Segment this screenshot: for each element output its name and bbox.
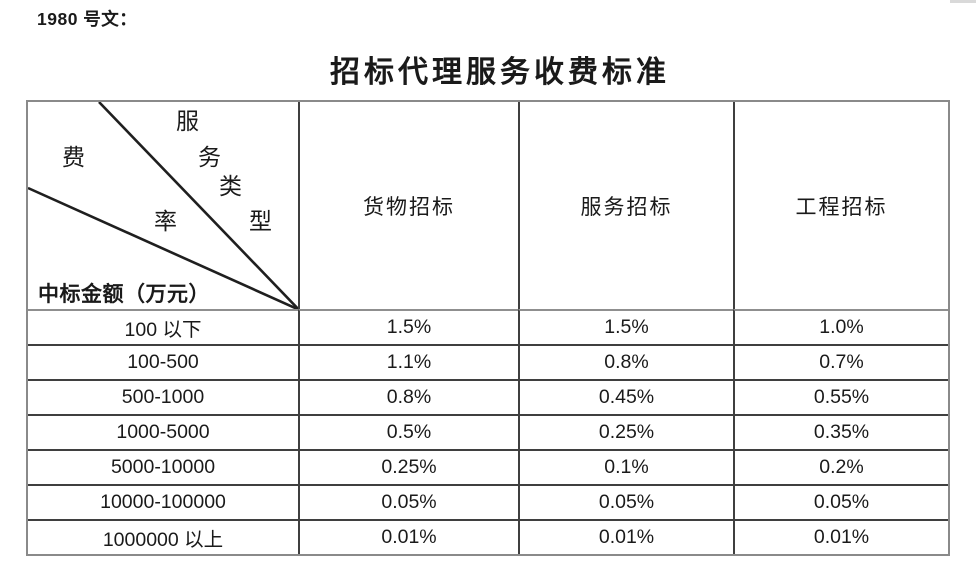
fee-value: 0.8%	[518, 344, 733, 379]
column-header-engineering: 工程招标	[733, 102, 948, 309]
diagonal-divider-lines	[28, 102, 298, 309]
column-header-service: 服务招标	[518, 102, 733, 309]
corner-service-type-char: 服	[176, 109, 199, 134]
fee-value: 0.35%	[733, 414, 948, 449]
fee-value: 1.5%	[518, 309, 733, 344]
fee-value: 0.2%	[733, 449, 948, 484]
fee-value: 0.01%	[518, 519, 733, 554]
fee-value: 0.05%	[733, 484, 948, 519]
corner-service-type-char: 务	[198, 145, 221, 170]
corner-fee-rate-char: 费	[62, 145, 85, 170]
fee-value: 0.7%	[733, 344, 948, 379]
fee-value: 0.45%	[518, 379, 733, 414]
row-range-label: 5000-10000	[28, 449, 298, 484]
fee-value: 1.5%	[298, 309, 518, 344]
fee-value: 0.05%	[518, 484, 733, 519]
fee-value: 1.1%	[298, 344, 518, 379]
fee-value: 0.5%	[298, 414, 518, 449]
corner-fee-rate-char: 率	[154, 209, 177, 234]
scan-edge-artifact	[950, 0, 976, 3]
corner-service-type-char: 类	[219, 174, 242, 199]
fee-standard-table: 服 务 类 型 费 率 中标金额（万元） 货物招标 服务招标 工程招标 100 …	[26, 100, 950, 556]
fee-value: 0.8%	[298, 379, 518, 414]
fee-value: 0.05%	[298, 484, 518, 519]
row-range-label: 100-500	[28, 344, 298, 379]
row-range-label: 10000-100000	[28, 484, 298, 519]
fee-value: 0.55%	[733, 379, 948, 414]
corner-service-type-char: 型	[249, 209, 272, 234]
fee-value: 1.0%	[733, 309, 948, 344]
row-range-label: 1000000 以上	[28, 519, 298, 554]
corner-amount-label: 中标金额（万元）	[38, 282, 210, 306]
column-header-goods: 货物招标	[298, 102, 518, 309]
doc-number-label: 1980 号文：	[37, 9, 138, 29]
fee-value: 0.01%	[733, 519, 948, 554]
row-range-label: 500-1000	[28, 379, 298, 414]
fee-value: 0.25%	[298, 449, 518, 484]
fee-value: 0.01%	[298, 519, 518, 554]
fee-value: 0.25%	[518, 414, 733, 449]
fee-value: 0.1%	[518, 449, 733, 484]
row-range-label: 1000-5000	[28, 414, 298, 449]
row-range-label: 100 以下	[28, 309, 298, 344]
table-corner-cell: 服 务 类 型 费 率 中标金额（万元）	[28, 102, 298, 309]
page-title: 招标代理服务收费标准	[330, 56, 670, 89]
